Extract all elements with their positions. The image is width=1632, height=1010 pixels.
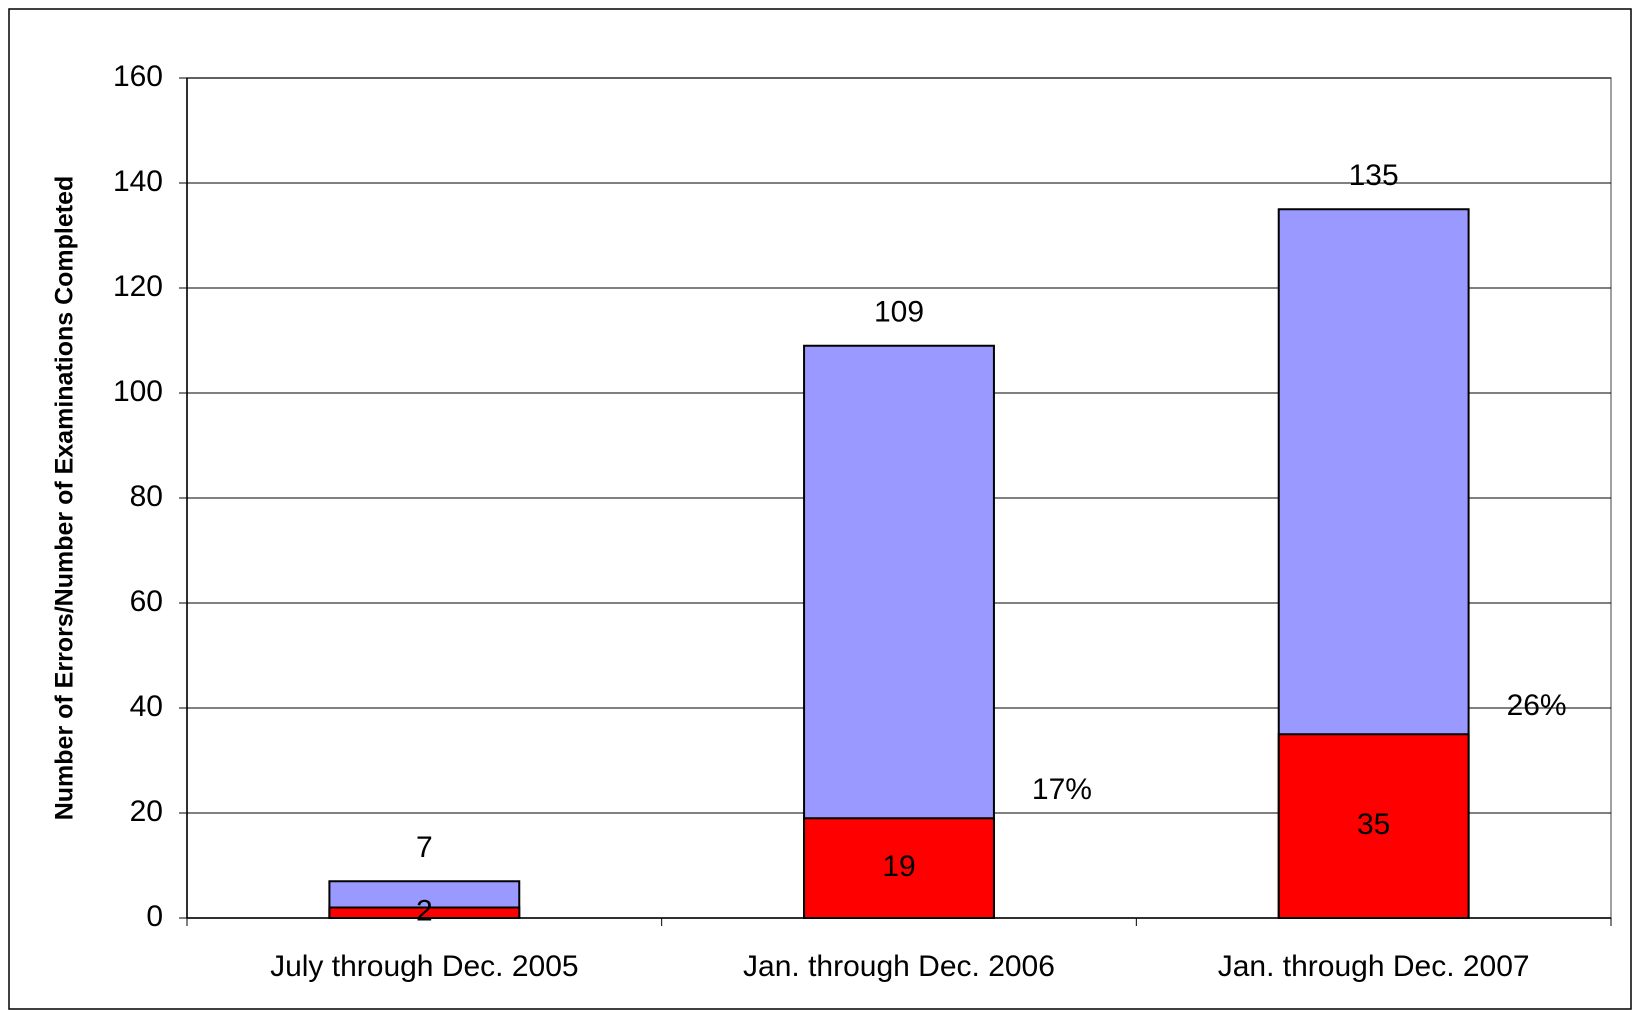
y-tick-label: 100 (113, 375, 163, 408)
data-label: 109 (874, 296, 924, 329)
data-label: 2 (416, 895, 433, 928)
bar (803, 817, 995, 919)
x-tick-label: Jan. through Dec. 2006 (743, 950, 1055, 983)
data-label: 135 (1349, 159, 1399, 192)
y-tick-label: 60 (130, 585, 163, 618)
y-tick-label: 0 (146, 900, 163, 933)
rate-label: 26% (1507, 689, 1567, 722)
y-tick-label: 120 (113, 270, 163, 303)
y-tick-label: 140 (113, 165, 163, 198)
y-tick-label: 40 (130, 690, 163, 723)
y-tick-label: 80 (130, 480, 163, 513)
x-tick-label: Jan. through Dec. 2007 (1218, 950, 1530, 983)
rate-label: 17% (1032, 773, 1092, 806)
y-tick-label: 160 (113, 60, 163, 93)
bar (1277, 733, 1470, 919)
data-label: 19 (882, 850, 915, 883)
data-label: 35 (1357, 808, 1390, 841)
data-label: 7 (416, 831, 433, 864)
y-axis-label: Number of Errors/Number of Examinations … (51, 176, 79, 821)
y-tick-label: 20 (130, 795, 163, 828)
bar (328, 906, 521, 919)
x-tick-label: July through Dec. 2005 (270, 950, 579, 983)
